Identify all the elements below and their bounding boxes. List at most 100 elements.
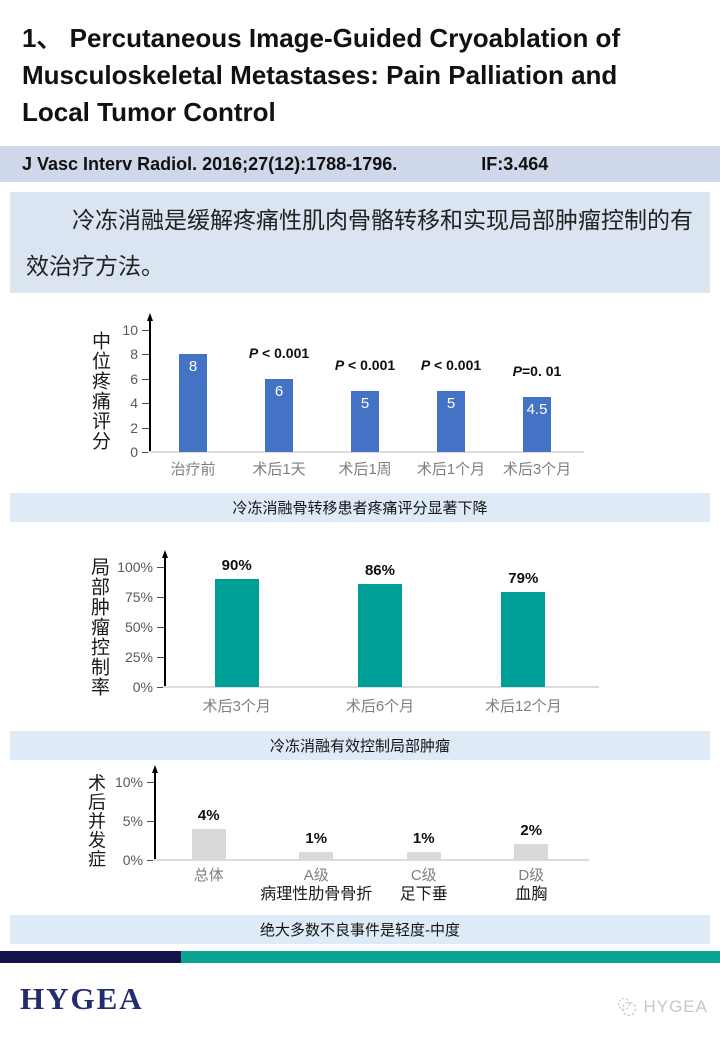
y-tick-label: 5% (122, 813, 143, 829)
bar: 5 (437, 391, 465, 452)
x-category-label: C级 (410, 867, 437, 884)
divider-teal-segment (181, 951, 720, 963)
x-category-label: 术后12个月 (484, 698, 562, 715)
bar-value-label: 4.5 (526, 401, 548, 418)
y-axis-label: 术后并发症 (86, 773, 106, 869)
y-tick-label: 10% (114, 774, 143, 790)
x-category-label: A级 (303, 867, 329, 884)
bar (514, 844, 549, 860)
bar-slot: 1% C级足下垂 (370, 782, 478, 903)
bar-value-label: 2% (520, 822, 543, 839)
y-tick-label: 2 (130, 419, 138, 436)
y-tick-mark (142, 403, 150, 405)
y-axis-label: 局部肿瘤控制率 (88, 557, 109, 697)
y-tick-mark (142, 330, 150, 331)
y-axis-arrow (161, 550, 168, 687)
x-category-label: D级 (518, 867, 545, 884)
y-axis-label: 中位疼痛评分 (89, 331, 110, 451)
bar-value-label: 5 (360, 395, 370, 412)
x-subcategory-label: 血胸 (515, 886, 548, 903)
bar (406, 852, 441, 860)
x-subcategory-label: 病理性肋骨骨折 (260, 886, 373, 903)
tumor-chart-caption: 冷冻消融有效控制局部肿瘤 (10, 731, 710, 760)
x-subcategory-label: 足下垂 (399, 886, 448, 903)
hygea-logo: HYGEA (20, 981, 144, 1016)
bar (191, 829, 226, 860)
x-category-label: 术后3个月 (502, 461, 572, 478)
citation-bar: J Vasc Interv Radiol. 2016;27(12):1788-1… (0, 146, 720, 182)
bar-slot: 2% D级血胸 (478, 782, 586, 903)
y-tick-label: 6 (130, 370, 138, 387)
bar: 8 (179, 354, 207, 452)
bar-value-label: 8 (188, 358, 198, 375)
y-tick-label: 0% (132, 679, 153, 695)
x-category-label: 术后1个月 (416, 461, 486, 478)
page-title: 1、 Percutaneous Image-Guided Cryoablatio… (22, 23, 621, 127)
divider-navy-segment (0, 951, 181, 963)
x-category-label: 治疗前 (170, 461, 216, 478)
bar (214, 579, 259, 687)
bar (357, 584, 402, 687)
p-value-label: P < 0.001 (248, 345, 310, 361)
y-tick-mark (142, 354, 150, 356)
y-tick-mark (157, 687, 165, 688)
y-tick-label: 4 (130, 395, 138, 412)
bar-value-label: 90% (221, 557, 252, 574)
p-value-label: P=0. 01 (512, 363, 562, 379)
x-axis-line (163, 686, 599, 688)
bar-value-label: 1% (305, 830, 328, 847)
bar-slot: 4.5 P=0. 01 术后3个月 (494, 330, 580, 478)
summary-text: 冷冻消融是缓解疼痛性肌肉骨骼转移和实现局部肿瘤控制的有效治疗方法。 (10, 192, 710, 293)
y-tick-mark (157, 627, 165, 628)
hygea-watermark-icon (616, 996, 638, 1018)
plot-area: 4% 总体 1% A级病理性肋骨骨折 1% C级足下垂 2% D级血胸 (155, 782, 586, 903)
watermark: HYGEA (616, 996, 708, 1018)
y-tick-mark (147, 782, 155, 783)
x-axis-line (148, 451, 584, 453)
y-tick-label: 75% (124, 589, 153, 605)
bar-slot: 90% 术后3个月 (165, 557, 308, 715)
bar-value-label: 86% (364, 562, 395, 579)
y-axis-arrow (151, 765, 158, 860)
x-category-label: 术后6个月 (345, 698, 415, 715)
bar-value-label: 4% (197, 807, 220, 824)
y-tick-mark (142, 427, 150, 429)
y-tick-mark (142, 452, 150, 453)
y-tick-mark (157, 597, 165, 598)
footer-divider (0, 951, 720, 963)
y-tick-label: 0% (122, 852, 143, 868)
y-tick-mark (147, 860, 155, 861)
x-category-label: 总体 (193, 867, 224, 884)
y-tick-label: 100% (117, 559, 153, 575)
y-tick-mark (157, 567, 165, 568)
y-tick-label: 0 (130, 444, 138, 460)
pain-score-chart: 中位疼痛评分 10 8 6 4 2 0 8 治疗前 6 P < 0.001 术后1天 5 P < 0.00… (89, 313, 584, 478)
x-category-label: 术后1天 (252, 461, 306, 478)
y-tick-label: 50% (124, 619, 153, 635)
y-tick-label: 10 (122, 322, 138, 338)
bar: 6 (265, 379, 293, 452)
x-category-label: 术后1周 (338, 461, 392, 478)
bar-value-label: 79% (508, 570, 539, 587)
watermark-label: HYGEA (643, 997, 708, 1016)
bar-slot: 5 P < 0.001 术后1个月 (408, 330, 494, 478)
y-tick-mark (147, 821, 155, 822)
bar-slot: 79% 术后12个月 (452, 567, 595, 715)
bar-slot: 1% A级病理性肋骨骨折 (260, 782, 372, 903)
x-category-label: 术后3个月 (202, 698, 271, 715)
impact-factor: IF:3.464 (481, 153, 549, 174)
y-axis-arrow (146, 313, 153, 452)
bar-value-label: 6 (274, 383, 284, 400)
bar-slot: 5 P < 0.001 术后1周 (322, 330, 408, 478)
bar: 5 (351, 391, 379, 452)
plot-area: 90% 术后3个月 86% 术后6个月 79% 术后12个月 (165, 557, 595, 715)
complications-chart: 术后并发症 10% 5% 0% 4% 总体 1% A级病理性肋骨骨折 1% C级足下垂 2% D级血胸 (86, 765, 589, 903)
bar-value-label: 1% (412, 830, 435, 847)
pain-chart-caption: 冷冻消融骨转移患者疼痛评分显著下降 (10, 493, 710, 522)
bar-slot: 6 P < 0.001 术后1天 (236, 330, 322, 478)
tumor-control-chart: 局部肿瘤控制率 100% 75% 50% 25% 0% 90% 术后3个月 86% 术后6个月 79… (88, 550, 599, 715)
bar-value-label: 5 (446, 395, 456, 412)
p-value-label: P < 0.001 (334, 357, 396, 373)
bar: 4.5 (523, 397, 551, 452)
